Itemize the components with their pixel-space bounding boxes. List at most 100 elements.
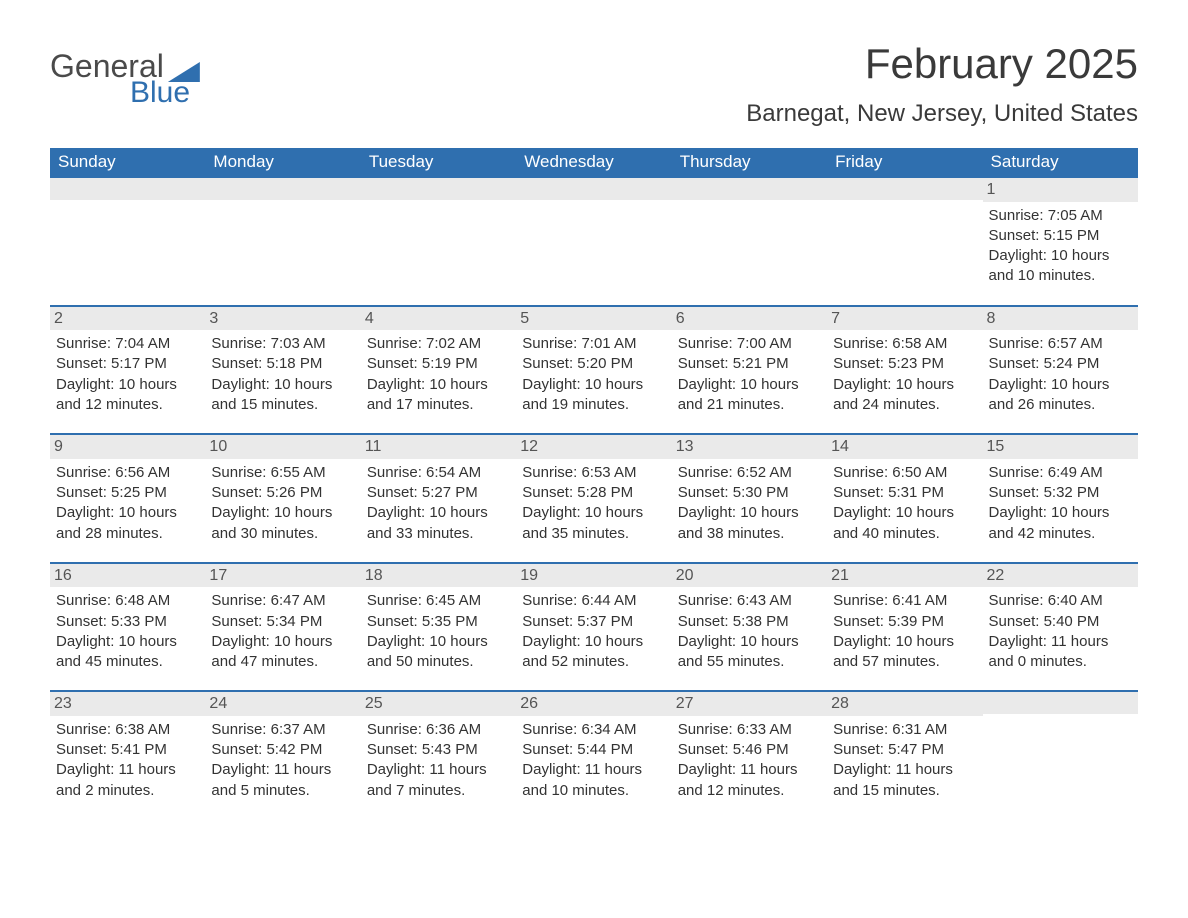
location-text: Barnegat, New Jersey, United States bbox=[746, 100, 1138, 128]
day-detail-line: Daylight: 10 hours and 30 minutes. bbox=[211, 503, 354, 544]
day-detail-line: Sunrise: 6:57 AM bbox=[989, 334, 1132, 354]
calendar-day-cell: 9 Sunrise: 6:56 AMSunset: 5:25 PMDaylight… bbox=[50, 434, 205, 563]
day-detail-line: Daylight: 10 hours and 28 minutes. bbox=[56, 503, 199, 544]
day-detail-line: Sunset: 5:18 PM bbox=[211, 354, 354, 374]
day-detail-line: Daylight: 10 hours and 26 minutes. bbox=[989, 375, 1132, 416]
day-detail-line: Daylight: 10 hours and 19 minutes. bbox=[522, 375, 665, 416]
day-number bbox=[361, 178, 516, 200]
calendar-day-cell: 3Sunrise: 7:03 AMSunset: 5:18 PMDaylight… bbox=[205, 306, 360, 435]
sail-icon bbox=[168, 62, 200, 82]
day-number: 11 bbox=[361, 435, 516, 459]
day-number: 21 bbox=[827, 564, 982, 588]
day-detail-line: Daylight: 11 hours and 7 minutes. bbox=[367, 760, 510, 801]
day-number: 9 bbox=[50, 435, 205, 459]
day-detail-line: Sunrise: 6:47 AM bbox=[211, 591, 354, 611]
day-detail-line: Sunrise: 7:02 AM bbox=[367, 334, 510, 354]
day-detail-line: Sunset: 5:38 PM bbox=[678, 612, 821, 632]
calendar-day-cell: 22Sunrise: 6:40 AMSunset: 5:40 PMDayligh… bbox=[983, 563, 1138, 692]
day-detail-line: Sunrise: 6:58 AM bbox=[833, 334, 976, 354]
day-number: 15 bbox=[983, 435, 1138, 459]
calendar-day-cell: 18Sunrise: 6:45 AMSunset: 5:35 PMDayligh… bbox=[361, 563, 516, 692]
calendar-day-cell: 26Sunrise: 6:34 AMSunset: 5:44 PMDayligh… bbox=[516, 691, 671, 819]
day-number: 25 bbox=[361, 692, 516, 716]
day-detail-line: Sunrise: 6:38 AM bbox=[56, 720, 199, 740]
calendar-day-cell: 7 Sunrise: 6:58 AMSunset: 5:23 PMDaylight… bbox=[827, 306, 982, 435]
day-detail-line: Sunrise: 6:34 AM bbox=[522, 720, 665, 740]
day-detail-line: Sunrise: 6:54 AM bbox=[367, 463, 510, 483]
weekday-header: Sunday bbox=[50, 148, 205, 177]
day-number: 23 bbox=[50, 692, 205, 716]
day-detail-line: Daylight: 10 hours and 38 minutes. bbox=[678, 503, 821, 544]
day-number: 3 bbox=[205, 307, 360, 331]
calendar-week-row: 2Sunrise: 7:04 AMSunset: 5:17 PMDaylight… bbox=[50, 306, 1138, 435]
calendar-day-cell bbox=[516, 177, 671, 306]
day-detail-line: Daylight: 10 hours and 15 minutes. bbox=[211, 375, 354, 416]
day-detail-line: Sunrise: 6:52 AM bbox=[678, 463, 821, 483]
calendar-day-cell: 15Sunrise: 6:49 AMSunset: 5:32 PMDayligh… bbox=[983, 434, 1138, 563]
day-detail-line: Sunrise: 6:43 AM bbox=[678, 591, 821, 611]
day-detail-line: Daylight: 10 hours and 12 minutes. bbox=[56, 375, 199, 416]
day-number: 27 bbox=[672, 692, 827, 716]
day-number: 20 bbox=[672, 564, 827, 588]
day-detail-line: Sunset: 5:44 PM bbox=[522, 740, 665, 760]
day-detail-line: Sunset: 5:25 PM bbox=[56, 483, 199, 503]
day-detail-line: Sunset: 5:34 PM bbox=[211, 612, 354, 632]
day-number: 16 bbox=[50, 564, 205, 588]
day-detail-line: Sunset: 5:41 PM bbox=[56, 740, 199, 760]
day-detail-line: Sunset: 5:21 PM bbox=[678, 354, 821, 374]
day-detail-line: Daylight: 10 hours and 55 minutes. bbox=[678, 632, 821, 673]
day-number: 1 bbox=[983, 178, 1138, 202]
logo: General Blue bbox=[50, 50, 200, 108]
day-detail-line: Sunrise: 7:00 AM bbox=[678, 334, 821, 354]
day-detail-line: Sunset: 5:23 PM bbox=[833, 354, 976, 374]
calendar-day-cell: 8Sunrise: 6:57 AMSunset: 5:24 PMDaylight… bbox=[983, 306, 1138, 435]
day-detail-line: Sunset: 5:39 PM bbox=[833, 612, 976, 632]
day-detail-line: Sunrise: 6:40 AM bbox=[989, 591, 1132, 611]
day-detail-line: Sunset: 5:30 PM bbox=[678, 483, 821, 503]
logo-text-blue: Blue bbox=[130, 78, 200, 108]
calendar-day-cell: 20 Sunrise: 6:43 AMSunset: 5:38 PMDayligh… bbox=[672, 563, 827, 692]
calendar-day-cell: 2Sunrise: 7:04 AMSunset: 5:17 PMDaylight… bbox=[50, 306, 205, 435]
calendar-day-cell bbox=[827, 177, 982, 306]
day-detail-line: Daylight: 10 hours and 35 minutes. bbox=[522, 503, 665, 544]
day-number bbox=[50, 178, 205, 200]
day-detail-line: Daylight: 10 hours and 45 minutes. bbox=[56, 632, 199, 673]
calendar-day-cell: 11Sunrise: 6:54 AMSunset: 5:27 PMDayligh… bbox=[361, 434, 516, 563]
day-detail-line: Sunset: 5:43 PM bbox=[367, 740, 510, 760]
day-detail-line: Sunset: 5:20 PM bbox=[522, 354, 665, 374]
day-detail-line: Sunset: 5:26 PM bbox=[211, 483, 354, 503]
day-detail-line: Daylight: 10 hours and 24 minutes. bbox=[833, 375, 976, 416]
calendar-day-cell: 13Sunrise: 6:52 AMSunset: 5:30 PMDayligh… bbox=[672, 434, 827, 563]
day-detail-line: Sunrise: 6:56 AM bbox=[56, 463, 199, 483]
calendar-day-cell: 12Sunrise: 6:53 AMSunset: 5:28 PMDayligh… bbox=[516, 434, 671, 563]
day-detail-line: Sunset: 5:31 PM bbox=[833, 483, 976, 503]
calendar-day-cell: 10Sunrise: 6:55 AMSunset: 5:26 PMDayligh… bbox=[205, 434, 360, 563]
title-block: February 2025 Barnegat, New Jersey, Unit… bbox=[746, 40, 1138, 128]
day-detail-line: Sunrise: 6:31 AM bbox=[833, 720, 976, 740]
calendar-day-cell bbox=[50, 177, 205, 306]
day-detail-line: Sunset: 5:35 PM bbox=[367, 612, 510, 632]
day-detail-line: Sunrise: 6:37 AM bbox=[211, 720, 354, 740]
day-detail-line: Sunrise: 6:50 AM bbox=[833, 463, 976, 483]
day-detail-line: Sunset: 5:15 PM bbox=[989, 226, 1132, 246]
calendar-week-row: 23 Sunrise: 6:38 AMSunset: 5:41 PM Dayligh… bbox=[50, 691, 1138, 819]
logo-row: General bbox=[50, 50, 200, 82]
weekday-header: Thursday bbox=[672, 148, 827, 177]
calendar-day-cell: 1Sunrise: 7:05 AMSunset: 5:15 PMDaylight… bbox=[983, 177, 1138, 306]
day-number bbox=[516, 178, 671, 200]
day-detail-line: Daylight: 11 hours and 0 minutes. bbox=[989, 632, 1132, 673]
month-title: February 2025 bbox=[746, 40, 1138, 88]
weekday-header-row: Sunday Monday Tuesday Wednesday Thursday… bbox=[50, 148, 1138, 177]
day-detail-line: Sunset: 5:46 PM bbox=[678, 740, 821, 760]
day-number: 8 bbox=[983, 307, 1138, 331]
day-number: 7 bbox=[827, 307, 982, 331]
day-number: 4 bbox=[361, 307, 516, 331]
day-detail-line: Daylight: 10 hours and 17 minutes. bbox=[367, 375, 510, 416]
day-detail-line: Daylight: 10 hours and 42 minutes. bbox=[989, 503, 1132, 544]
day-number: 6 bbox=[672, 307, 827, 331]
calendar-day-cell bbox=[361, 177, 516, 306]
calendar-day-cell: 28Sunrise: 6:31 AMSunset: 5:47 PMDayligh… bbox=[827, 691, 982, 819]
calendar-day-cell bbox=[672, 177, 827, 306]
weekday-header: Saturday bbox=[983, 148, 1138, 177]
day-number bbox=[205, 178, 360, 200]
